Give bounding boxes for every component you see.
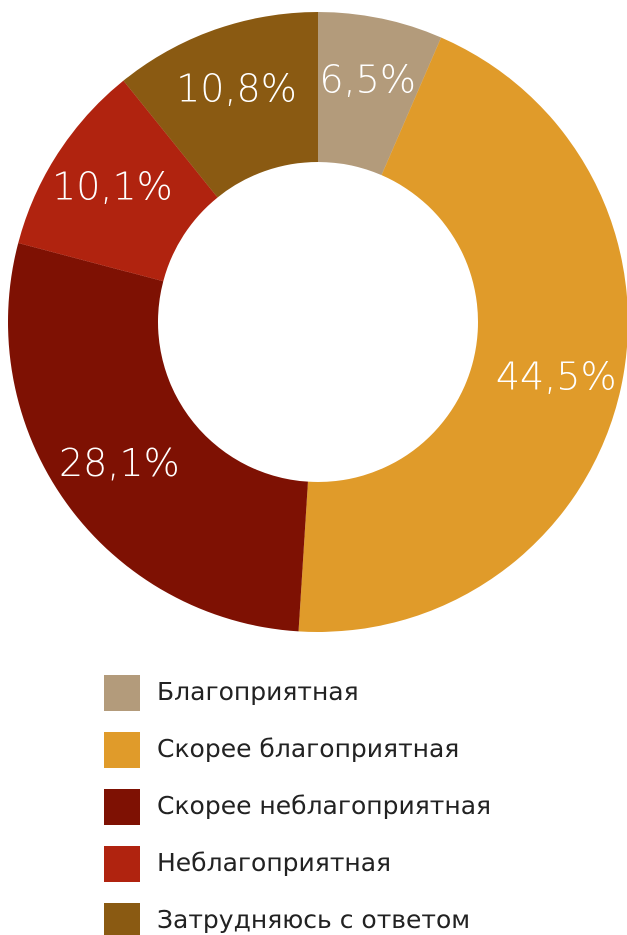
donut-segment xyxy=(7,243,308,632)
legend-label: Скорее благоприятная xyxy=(157,734,459,763)
data-label: 28,1% xyxy=(59,441,180,485)
data-label: 10,8% xyxy=(176,66,297,110)
legend-swatch xyxy=(104,903,140,935)
donut-segment xyxy=(298,37,627,632)
legend-swatch xyxy=(104,675,140,711)
legend-label: Неблагоприятная xyxy=(157,848,391,877)
legend-swatch xyxy=(104,846,140,882)
data-label: 10,1% xyxy=(52,164,173,208)
legend-swatch xyxy=(104,789,140,825)
data-label: 6,5% xyxy=(319,58,416,102)
donut-segment xyxy=(18,80,218,282)
legend-label: Затрудняюсь с ответом xyxy=(157,905,470,934)
legend-label: Благоприятная xyxy=(157,677,359,706)
legend-label: Скорее неблагоприятная xyxy=(157,791,491,820)
legend-swatch xyxy=(104,732,140,768)
donut-segment xyxy=(123,11,318,198)
data-label: 44,5% xyxy=(496,355,617,399)
donut-segment xyxy=(318,12,442,176)
